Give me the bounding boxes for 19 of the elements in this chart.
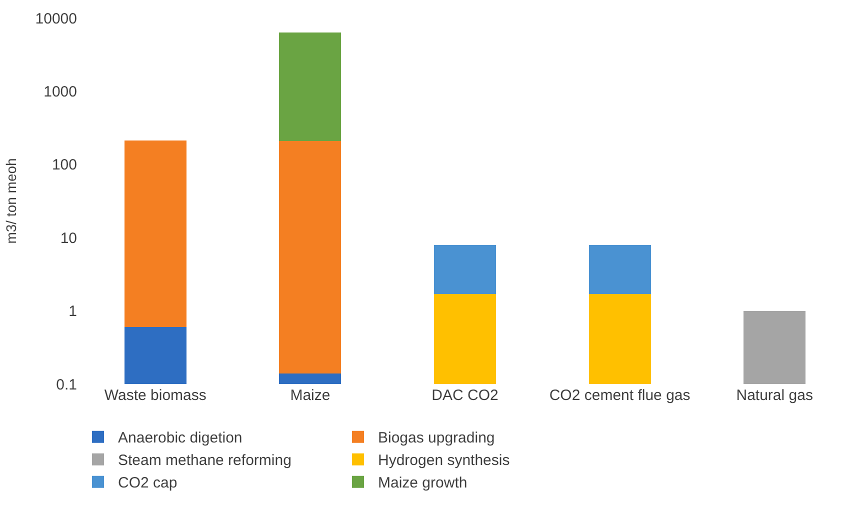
x-tick-label: Natural gas [736,387,813,404]
y-tick-label: 10000 [35,10,77,28]
x-tick-label: Waste biomass [104,387,206,404]
legend-label: Maize growth [378,474,468,492]
y-tick-label: 100 [52,156,77,174]
y-tick-label: 1 [68,303,77,320]
x-tick-label: Maize [290,387,330,404]
y-tick-label: 0.1 [56,376,77,394]
x-tick-label: CO2 cement flue gas [549,387,690,404]
y-axis-title: m3/ ton meoh [2,158,19,244]
y-tick-label: 10 [60,230,77,247]
bar [279,32,342,141]
x-tick-label: DAC CO2 [432,387,498,404]
legend-label: Steam methane reforming [118,452,292,470]
y-tick-label: 1000 [44,83,77,100]
legend-label: CO2 cap [118,474,178,492]
legend-label: Anaerobic digetion [118,430,242,447]
legend-label: Hydrogen synthesis [378,452,510,470]
legend-label: Biogas upgrading [378,430,495,447]
